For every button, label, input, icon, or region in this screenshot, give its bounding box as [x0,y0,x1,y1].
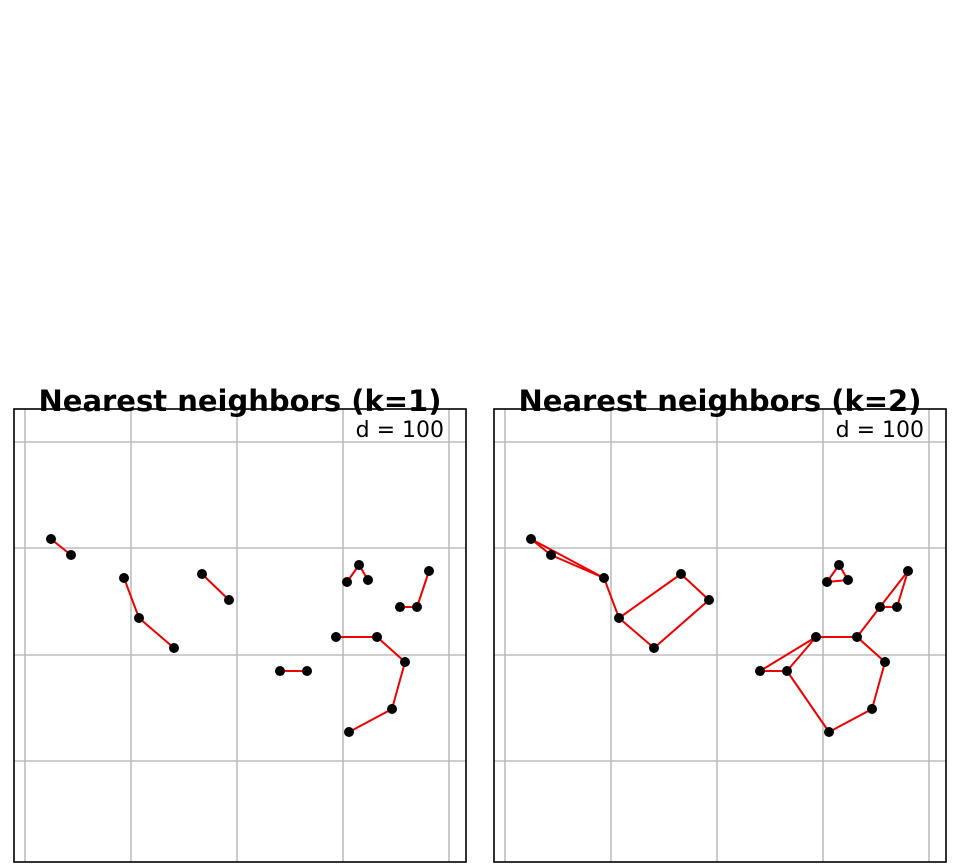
data-point [331,632,341,642]
neighbor-edge [618,573,682,619]
data-point [834,560,844,570]
data-point [197,569,207,579]
neighbor-edge [786,670,830,733]
data-point [704,595,714,605]
data-point [649,643,659,653]
data-point [526,534,536,544]
data-point [342,577,352,587]
neighbor-edge [123,577,140,619]
data-point [892,602,902,612]
data-point [880,657,890,667]
data-point [412,602,422,612]
data-point [875,602,885,612]
data-point [363,575,373,585]
data-point [843,575,853,585]
neighbor-edge [856,636,886,663]
scale-annotation: d = 100 [836,418,924,443]
neighbor-edge [530,538,605,579]
neighbor-edge [348,708,393,733]
neighbor-edge [201,573,230,601]
neighbor-edge [416,570,430,608]
data-point [302,666,312,676]
data-point [614,613,624,623]
data-point [344,727,354,737]
neighbor-edge [391,661,406,710]
data-point [275,666,285,676]
data-point [395,602,405,612]
data-point [546,550,556,560]
data-point [169,643,179,653]
data-point [852,632,862,642]
data-point [372,632,382,642]
data-point [782,666,792,676]
neighbor-edge [653,599,710,649]
panel-frame [13,408,467,863]
panel-frame [493,408,947,863]
neighbor-edge [376,636,406,663]
data-point [46,534,56,544]
data-point [822,577,832,587]
neighbor-edge [896,570,909,608]
neighbor-edge [759,636,817,672]
panel-k1-title: Nearest neighbors (k=1) [39,384,442,418]
data-point [867,704,877,714]
neighbor-edge [550,554,605,579]
scale-annotation: d = 100 [356,418,444,443]
data-point [354,560,364,570]
data-point [424,566,434,576]
data-point [676,569,686,579]
data-point [224,595,234,605]
data-point [387,704,397,714]
neighbor-edge [879,570,909,608]
data-point [134,613,144,623]
data-point [811,632,821,642]
neighbor-edge [828,708,873,733]
neighbor-edge [603,577,620,619]
panel-k2-title: Nearest neighbors (k=2) [519,384,922,418]
neighbor-edge [618,617,655,649]
neighbor-edge [786,636,817,672]
data-point [903,566,913,576]
neighbor-edge [871,661,886,710]
data-point [755,666,765,676]
data-point [400,657,410,667]
data-point [599,573,609,583]
data-point [66,550,76,560]
data-point [119,573,129,583]
neighbor-edge [138,617,175,649]
data-point [824,727,834,737]
neighbor-edge [680,573,710,601]
neighbor-edge [856,606,881,638]
